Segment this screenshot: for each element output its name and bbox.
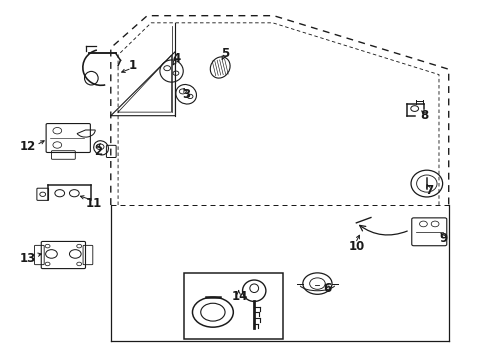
Text: 10: 10 (347, 240, 364, 253)
Text: 3: 3 (182, 88, 190, 101)
Text: 12: 12 (20, 140, 36, 153)
Text: 4: 4 (172, 52, 180, 65)
Text: 8: 8 (419, 109, 427, 122)
Text: 2: 2 (94, 145, 102, 158)
Text: 11: 11 (85, 197, 102, 210)
Text: 13: 13 (20, 252, 36, 265)
Text: 6: 6 (323, 283, 330, 296)
Text: 1: 1 (128, 59, 137, 72)
Text: 9: 9 (439, 233, 447, 246)
Text: 5: 5 (221, 47, 229, 60)
Text: 7: 7 (425, 184, 432, 197)
Text: 14: 14 (231, 289, 247, 303)
FancyBboxPatch shape (106, 145, 116, 157)
